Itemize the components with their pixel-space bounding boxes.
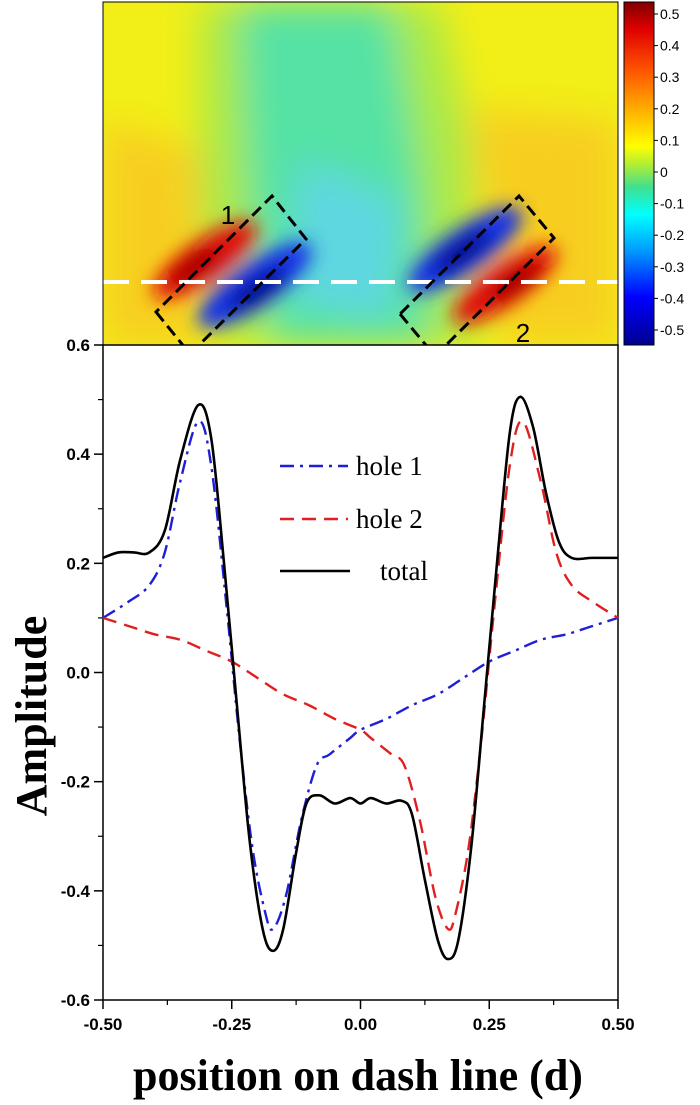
hole-1-dark-red-core [169, 247, 221, 285]
y-tick-label: -0.6 [61, 991, 90, 1010]
legend-label-hole-2: hole 2 [356, 504, 423, 534]
colorbar: 0.5 0.4 0.3 0.2 0.1 0 -0.1 -0.2 -0.3 -0.4 -0.5 [623, 1, 684, 346]
hole-2-dark-red-core [489, 263, 541, 301]
y-tick-label: 0.0 [66, 664, 90, 683]
series-hole-1 [102, 420, 619, 931]
hole-1-box [153, 193, 309, 345]
series-total [102, 395, 618, 961]
hole-2-dark-blue-core [433, 230, 491, 274]
field-colormap: 1 2 [103, 2, 618, 348]
colorbar-tick-label: -0.1 [660, 196, 684, 212]
series-hole-2 [102, 420, 619, 931]
y-tick-label: 0.6 [66, 336, 90, 355]
plot-frame [102, 344, 619, 1001]
field-yellow-orange-band-left [103, 120, 205, 345]
y-tick-label: 0.4 [66, 445, 90, 464]
colorbar-tick-label: -0.2 [660, 227, 684, 243]
hole-2-label: 2 [516, 318, 530, 348]
x-tick-label: 0.25 [473, 1015, 506, 1034]
legend-label-hole-1: hole 1 [356, 451, 423, 481]
x-tick-label: -0.25 [212, 1015, 251, 1034]
legend-label-total: total [380, 556, 428, 586]
y-tick-label: -0.4 [61, 882, 91, 901]
y-tick-label: -0.2 [61, 773, 90, 792]
colorbar-gradient [623, 1, 655, 346]
series-layer [102, 395, 619, 961]
x-tick-label: 0.50 [601, 1015, 634, 1034]
hole-1-label: 1 [221, 200, 235, 230]
hole-2-box [397, 193, 557, 345]
colorbar-tick-label: 0.5 [660, 6, 680, 22]
colorbar-tick-label: 0.3 [660, 69, 680, 85]
colorbar-tick-label: 0.4 [660, 38, 680, 54]
colorbar-tick-label: 0.1 [660, 132, 680, 148]
colorbar-tick-label: 0.2 [660, 101, 680, 117]
x-axis-label: position on dash line (d) [133, 1051, 583, 1100]
x-tick-label: 0.00 [344, 1015, 377, 1034]
colorbar-tick-label: -0.4 [660, 290, 684, 306]
colorbar-tick-label: -0.3 [660, 259, 684, 275]
x-tick-label: -0.50 [84, 1015, 123, 1034]
colorbar-tick-label: 0 [660, 164, 668, 180]
y-axis-ticks: 0.6 0.4 0.2 0.0 -0.2 -0.4 -0.6 [61, 336, 103, 1010]
colorbar-tick-label: -0.5 [660, 322, 684, 338]
y-tick-label: 0.2 [66, 554, 90, 573]
amplitude-chart: -0.50 -0.25 0.00 0.25 0.50 0.6 0.4 0.2 0.0 -0.2 -… [7, 336, 635, 1100]
legend: hole 1 hole 2 total [280, 451, 428, 586]
x-axis-ticks: -0.50 -0.25 0.00 0.25 0.50 [84, 1000, 635, 1034]
y-axis-label: Amplitude [7, 616, 56, 816]
